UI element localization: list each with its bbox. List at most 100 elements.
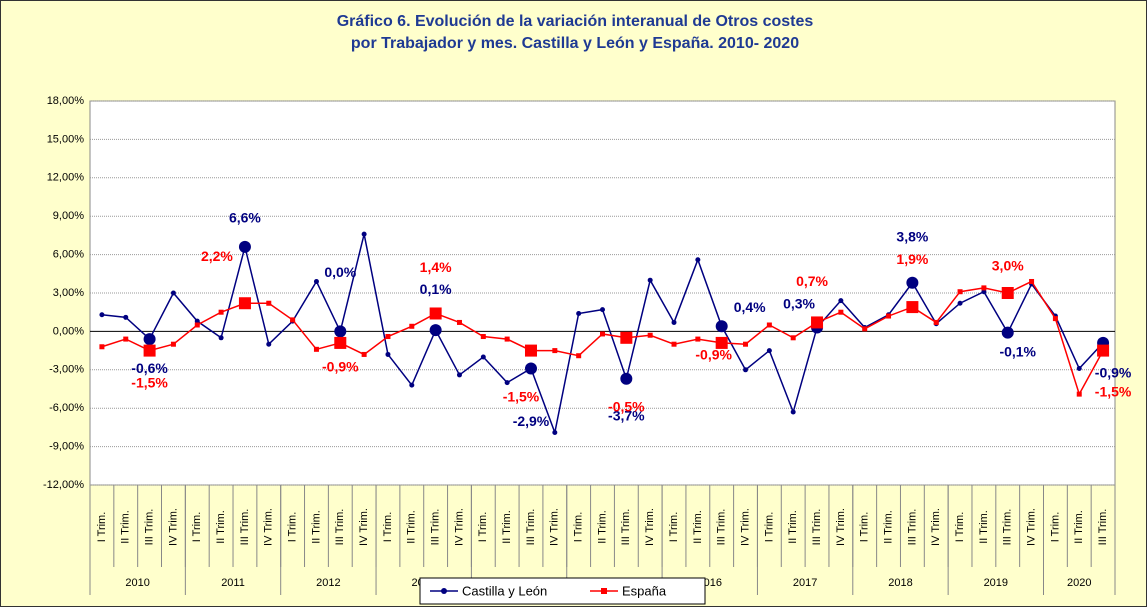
data-label: 0,0% <box>324 264 356 280</box>
data-point <box>361 351 367 357</box>
x-tick-label: IV Trim. <box>930 508 942 546</box>
data-point <box>456 372 462 378</box>
data-point <box>123 314 129 320</box>
data-label: -1,5% <box>1095 383 1132 399</box>
x-tick-label: I Trim. <box>1049 512 1061 543</box>
y-tick-label: 12,00% <box>47 172 85 184</box>
year-label: 2019 <box>984 577 1008 589</box>
x-tick-label: III Trim. <box>811 509 823 546</box>
data-point <box>906 276 919 289</box>
data-point <box>429 307 442 320</box>
y-tick-label: -3,00% <box>49 364 84 376</box>
data-label: -3,7% <box>608 407 645 423</box>
data-label: 0,3% <box>783 295 815 311</box>
data-point <box>524 344 537 357</box>
data-point <box>456 319 462 325</box>
x-tick-label: III Trim. <box>1002 509 1014 546</box>
data-point <box>429 324 442 337</box>
y-tick-label: 18,00% <box>47 95 85 107</box>
data-label: -0,9% <box>322 359 359 375</box>
data-label: 1,4% <box>420 259 452 275</box>
x-tick-label: III Trim. <box>620 509 632 546</box>
y-tick-label: 15,00% <box>47 133 85 145</box>
x-tick-label: III Trim. <box>1097 509 1109 546</box>
x-tick-label: IV Trim. <box>835 508 847 546</box>
data-point <box>715 336 728 349</box>
data-point <box>671 341 677 347</box>
data-point <box>313 346 319 352</box>
data-point <box>766 348 772 354</box>
data-point <box>266 300 272 306</box>
data-point <box>1052 316 1058 322</box>
data-point <box>886 313 892 319</box>
data-point <box>290 317 296 323</box>
x-tick-label: IV Trim. <box>453 508 465 546</box>
data-point <box>194 318 200 324</box>
legend-box <box>419 577 706 605</box>
data-point <box>504 336 510 342</box>
x-tick-label: II Trim. <box>787 510 799 544</box>
data-point <box>552 348 558 354</box>
x-tick-label: III Trim. <box>906 509 918 546</box>
data-point <box>409 382 415 388</box>
x-tick-label: I Trim. <box>96 512 108 543</box>
x-tick-label: III Trim. <box>716 509 728 546</box>
data-label: -1,5% <box>131 374 168 390</box>
year-label: 2018 <box>888 577 912 589</box>
data-point <box>715 320 728 333</box>
data-point <box>981 289 987 295</box>
data-point <box>99 312 105 318</box>
year-label: 2011 <box>221 577 245 589</box>
data-point <box>334 325 347 338</box>
data-label: -0,6% <box>131 360 168 376</box>
data-label: 3,0% <box>992 258 1024 274</box>
chart-title: Gráfico 6. Evolución de la variación int… <box>337 13 814 30</box>
x-tick-label: III Trim. <box>143 509 155 546</box>
data-point <box>811 316 824 329</box>
data-label: 6,6% <box>229 210 261 226</box>
data-point <box>647 332 653 338</box>
data-point <box>838 309 844 315</box>
x-tick-label: III Trim. <box>334 509 346 546</box>
data-label: 0,4% <box>734 299 766 315</box>
data-point <box>480 334 486 340</box>
legend-marker <box>601 588 607 594</box>
x-tick-label: II Trim. <box>406 510 418 544</box>
x-tick-label: I Trim. <box>191 512 203 543</box>
data-point <box>600 307 605 313</box>
data-point <box>981 285 987 291</box>
data-point <box>266 341 272 347</box>
x-tick-label: I Trim. <box>287 512 299 543</box>
data-label: -0,9% <box>695 347 732 363</box>
data-point <box>695 336 701 342</box>
x-tick-label: III Trim. <box>525 509 537 546</box>
data-point <box>1076 391 1082 397</box>
data-point <box>1076 366 1082 372</box>
data-label: 0,1% <box>420 281 452 297</box>
y-tick-label: -9,00% <box>49 441 84 453</box>
x-tick-label: I Trim. <box>477 512 489 543</box>
data-point <box>600 331 605 337</box>
x-tick-label: II Trim. <box>310 510 322 544</box>
data-point <box>194 322 200 328</box>
data-point <box>218 335 224 341</box>
data-point <box>647 277 653 283</box>
data-point <box>790 409 796 415</box>
x-tick-label: I Trim. <box>573 512 585 543</box>
data-point <box>552 430 558 436</box>
data-point <box>620 372 633 385</box>
data-point <box>957 289 963 295</box>
x-tick-label: IV Trim. <box>167 508 179 546</box>
x-tick-label: II Trim. <box>596 510 608 544</box>
x-tick-label: I Trim. <box>763 512 775 543</box>
data-point <box>123 336 129 342</box>
data-point <box>862 326 868 332</box>
data-point <box>170 341 176 347</box>
x-tick-label: I Trim. <box>382 512 394 543</box>
data-point <box>361 231 367 237</box>
legend-label: Castilla y León <box>462 583 547 598</box>
chart-subtitle: por Trabajador y mes. Castilla y León y … <box>351 35 799 52</box>
data-point <box>99 344 105 350</box>
year-label: 2010 <box>125 577 149 589</box>
